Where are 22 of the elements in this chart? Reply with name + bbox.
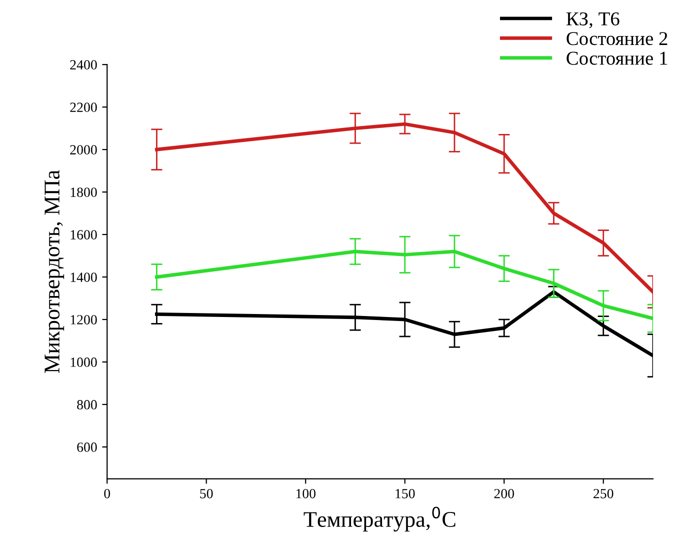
y-tick-label: 800 xyxy=(77,400,97,410)
y-tick-label: 2000 xyxy=(70,145,97,154)
y-tick-label: 2400 xyxy=(70,60,97,70)
y-tick-label: 1800 xyxy=(70,188,97,197)
x-tick-label: 200 xyxy=(494,488,514,498)
x-tick-label: 100 xyxy=(296,488,316,498)
y-tick-label: 1400 xyxy=(70,272,97,282)
x-tick-label: 50 xyxy=(200,488,213,498)
y-tick-label: 2200 xyxy=(70,102,97,112)
x-tick-label: 250 xyxy=(594,488,614,498)
x-tick-label: 150 xyxy=(396,488,415,498)
y-tick-label: 1200 xyxy=(70,315,97,324)
y-tick-label: 1000 xyxy=(70,358,97,367)
legend-label: Состояние 1 xyxy=(566,52,668,65)
y-tick-label: 1600 xyxy=(70,230,97,240)
legend-label: Состояние 2 xyxy=(566,32,668,46)
line-series xyxy=(154,290,653,358)
y-tick-label: 600 xyxy=(77,442,97,452)
x-tick-label: 0 xyxy=(104,488,110,498)
y-axis-title: Микротвердоть, МПа xyxy=(44,170,64,373)
x-axis-title: Температура,$^{0}$C xyxy=(304,506,456,532)
legend-label: КЗ, Т6 xyxy=(566,12,620,28)
